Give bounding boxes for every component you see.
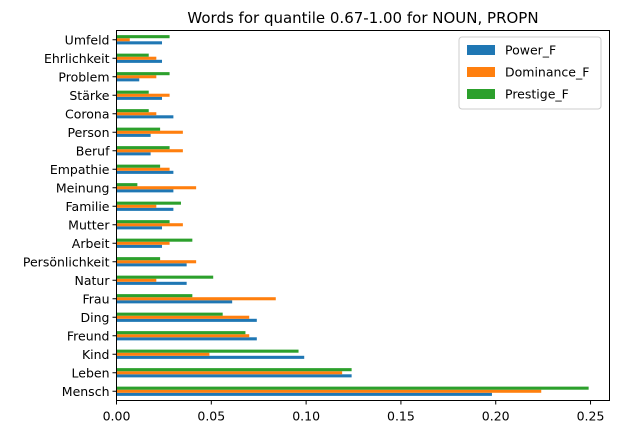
- bar-prestige-f-corona: [116, 109, 149, 113]
- y-tick-label: Freund: [67, 328, 110, 343]
- bar-power-f-stärke: [116, 96, 163, 100]
- bar-power-f-ehrlichkeit: [116, 59, 163, 63]
- bar-dominance-f-problem: [116, 75, 157, 79]
- bar-dominance-f-freund: [116, 334, 250, 338]
- bar-prestige-f-ding: [116, 312, 223, 316]
- y-tick-label: Beruf: [76, 143, 110, 158]
- legend-label: Power_F: [505, 43, 556, 58]
- y-tick-label: Natur: [75, 273, 111, 288]
- bar-dominance-f-leben: [116, 371, 343, 375]
- y-tick-label: Mutter: [68, 217, 110, 232]
- bar-power-f-person: [116, 133, 151, 137]
- x-tick-label: 0.25: [577, 409, 605, 424]
- bar-dominance-f-natur: [116, 278, 157, 282]
- bar-dominance-f-mensch: [116, 389, 542, 393]
- y-tick-label: Persönlichkeit: [23, 254, 110, 269]
- bar-power-f-ding: [116, 318, 257, 322]
- y-tick-label: Stärke: [69, 88, 109, 103]
- bar-prestige-f-stärke: [116, 90, 149, 94]
- y-axis-ticks: Mensch Leben Kind Freund Ding Frau Natur Persön…: [23, 32, 117, 399]
- bar-prestige-f-persönlichkeit: [116, 257, 161, 261]
- legend-swatch-dominance-f: [467, 67, 495, 77]
- y-tick-label: Familie: [66, 199, 110, 214]
- bars-group: [116, 35, 589, 396]
- bar-power-f-problem: [116, 78, 140, 82]
- x-tick-label: 0.10: [292, 409, 320, 424]
- bar-power-f-freund: [116, 337, 257, 341]
- x-tick-label: 0.05: [197, 409, 225, 424]
- bar-dominance-f-arbeit: [116, 241, 170, 245]
- bar-prestige-f-natur: [116, 275, 214, 279]
- bar-prestige-f-mensch: [116, 386, 589, 390]
- y-tick-label: Arbeit: [72, 236, 110, 251]
- legend-swatch-power-f: [467, 45, 495, 55]
- x-tick-label: 0.00: [103, 409, 131, 424]
- bar-prestige-f-mutter: [116, 220, 170, 224]
- y-tick-label: Problem: [58, 69, 109, 84]
- x-axis-ticks: 0.00 0.05 0.10 0.15 0.20 0.25: [103, 400, 605, 424]
- bar-power-f-arbeit: [116, 244, 163, 248]
- bar-dominance-f-empathie: [116, 167, 170, 171]
- y-tick-label: Leben: [72, 365, 110, 380]
- bar-power-f-leben: [116, 374, 352, 378]
- bar-prestige-f-umfeld: [116, 35, 170, 39]
- bar-power-f-mutter: [116, 226, 163, 230]
- y-tick-label: Person: [67, 125, 109, 140]
- bar-prestige-f-problem: [116, 72, 170, 76]
- bar-power-f-umfeld: [116, 41, 163, 45]
- legend-swatch-prestige-f: [467, 89, 495, 99]
- bar-power-f-empathie: [116, 170, 174, 174]
- bar-power-f-natur: [116, 281, 187, 285]
- y-tick-label: Kind: [82, 347, 110, 362]
- bar-dominance-f-familie: [116, 204, 157, 208]
- bar-prestige-f-ehrlichkeit: [116, 53, 149, 57]
- legend-label: Dominance_F: [505, 65, 589, 80]
- bar-prestige-f-leben: [116, 368, 352, 372]
- bar-prestige-f-frau: [116, 294, 193, 298]
- bar-dominance-f-stärke: [116, 93, 170, 97]
- bar-prestige-f-person: [116, 127, 161, 131]
- bar-dominance-f-meinung: [116, 186, 197, 190]
- bar-dominance-f-ehrlichkeit: [116, 56, 157, 60]
- bar-prestige-f-meinung: [116, 183, 138, 187]
- bar-prestige-f-familie: [116, 201, 181, 205]
- bar-dominance-f-mutter: [116, 223, 183, 227]
- bar-dominance-f-beruf: [116, 149, 183, 153]
- bar-prestige-f-kind: [116, 349, 299, 353]
- bar-prestige-f-empathie: [116, 164, 161, 168]
- bar-prestige-f-arbeit: [116, 238, 193, 242]
- y-tick-label: Corona: [65, 106, 109, 121]
- y-tick-label: Empathie: [50, 162, 110, 177]
- y-tick-label: Mensch: [62, 384, 110, 399]
- plot-frame: [116, 30, 610, 401]
- bar-dominance-f-umfeld: [116, 38, 130, 42]
- x-tick-label: 0.20: [482, 409, 510, 424]
- legend-label: Prestige_F: [505, 87, 569, 102]
- bar-dominance-f-persönlichkeit: [116, 260, 197, 264]
- bar-power-f-beruf: [116, 152, 151, 156]
- y-tick-label: Meinung: [56, 180, 110, 195]
- bar-dominance-f-person: [116, 130, 183, 134]
- x-tick-label: 0.15: [387, 409, 415, 424]
- bar-prestige-f-freund: [116, 331, 246, 335]
- bar-power-f-familie: [116, 207, 174, 211]
- bar-power-f-meinung: [116, 189, 174, 193]
- bar-dominance-f-corona: [116, 112, 157, 116]
- y-tick-label: Ding: [81, 310, 110, 325]
- legend: Power_F Dominance_F Prestige_F: [458, 36, 602, 110]
- y-tick-label: Ehrlichkeit: [44, 51, 110, 66]
- y-tick-label: Frau: [82, 291, 109, 306]
- bar-power-f-corona: [116, 115, 174, 119]
- bar-power-f-kind: [116, 355, 305, 359]
- bar-power-f-mensch: [116, 392, 492, 396]
- bar-power-f-frau: [116, 300, 233, 304]
- bar-dominance-f-ding: [116, 315, 250, 319]
- bar-power-f-persönlichkeit: [116, 263, 187, 267]
- bar-dominance-f-kind: [116, 352, 210, 356]
- y-tick-label: Umfeld: [65, 32, 110, 47]
- bar-prestige-f-beruf: [116, 146, 170, 150]
- chart-title: Words for quantile 0.67-1.00 for NOUN, P…: [187, 9, 538, 27]
- bar-dominance-f-frau: [116, 297, 276, 301]
